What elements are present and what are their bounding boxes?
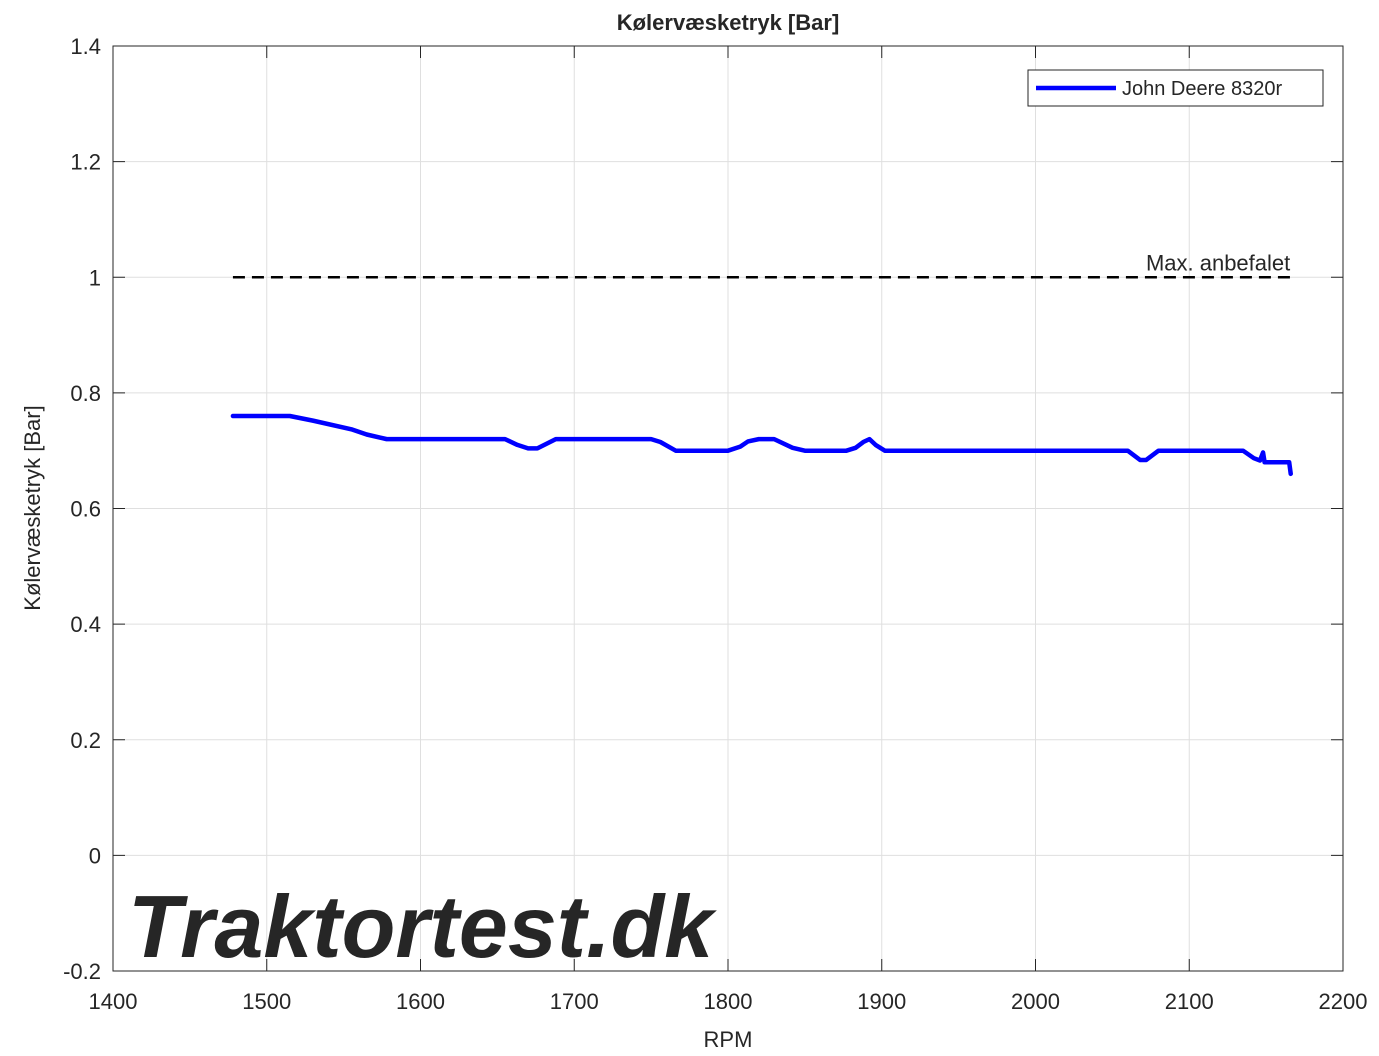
x-tick-label: 1500 <box>242 989 291 1014</box>
axes: 1400 1500 1600 1700 1800 1900 2000 2100 2200 -0.2… <box>63 34 1367 1014</box>
x-axis-label: RPM <box>704 1027 753 1052</box>
y-axis-label: Kølervæsketryk [Bar] <box>20 405 45 610</box>
y-tick-label: 0.2 <box>70 728 101 753</box>
chart-title: Kølervæsketryk [Bar] <box>617 10 840 35</box>
x-tick-label: 2100 <box>1165 989 1214 1014</box>
y-tick-label: 1 <box>89 265 101 290</box>
y-tick-label: 0.8 <box>70 381 101 406</box>
marks: Max. anbefalet <box>230 250 1293 477</box>
x-tick-label: 1400 <box>89 989 138 1014</box>
y-tick-label: 1.4 <box>70 34 101 59</box>
x-tick-label: 1600 <box>396 989 445 1014</box>
y-tick-label: 1.2 <box>70 150 101 175</box>
y-tick-label: 0 <box>89 843 101 868</box>
x-tick-label: 2000 <box>1011 989 1060 1014</box>
legend-label: John Deere 8320r <box>1122 78 1282 100</box>
x-tick-label: 1700 <box>550 989 599 1014</box>
y-tick-label: 0.4 <box>70 612 101 637</box>
x-tick-label: 1900 <box>857 989 906 1014</box>
reference-label: Max. anbefalet <box>1146 250 1290 275</box>
x-tick-label: 1800 <box>704 989 753 1014</box>
watermark: Traktortest.dk <box>128 877 717 976</box>
x-tick-label: 2200 <box>1319 989 1368 1014</box>
y-tick-label: 0.6 <box>70 497 101 522</box>
y-tick-label: -0.2 <box>63 959 101 984</box>
series-line <box>230 413 1293 477</box>
